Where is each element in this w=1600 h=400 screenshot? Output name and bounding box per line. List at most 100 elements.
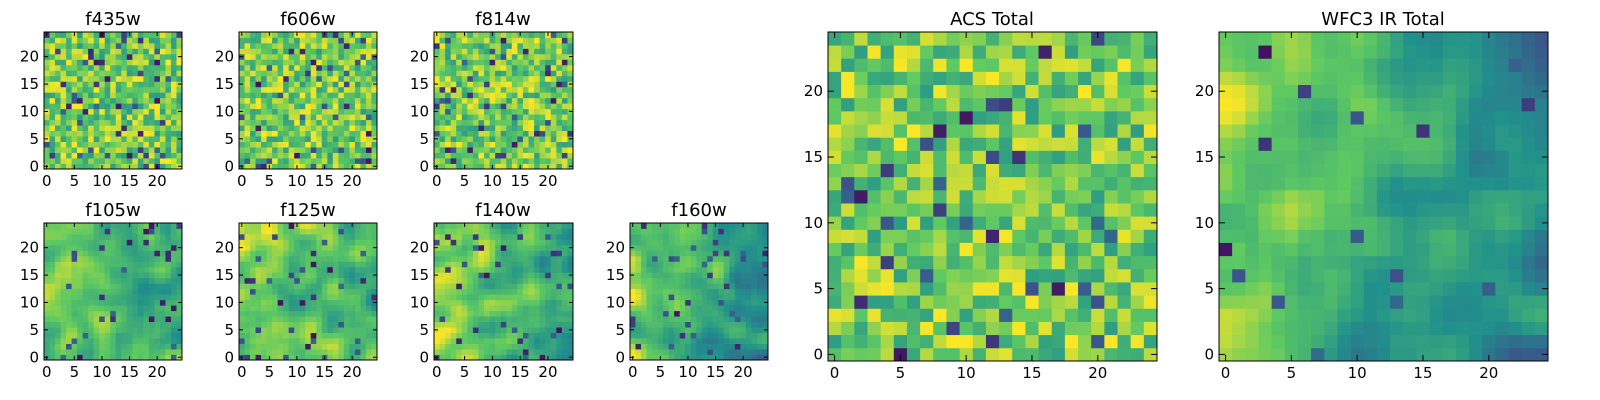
heatmap-cell [556,283,563,290]
heatmap-cell [137,299,144,306]
heatmap-cell [165,255,172,262]
heatmap-cell [349,141,356,148]
heatmap-cell [244,59,251,66]
heatmap-cell [701,233,708,240]
heatmap-cell [148,244,155,251]
heatmap-cell [461,277,468,284]
heatmap-cell [261,310,267,317]
heatmap-cell [371,250,378,257]
heatmap-cell [343,261,350,268]
heatmap-cell [550,283,557,290]
heatmap-cell [511,136,518,142]
heatmap-cell [893,216,908,230]
heatmap-cell [1012,334,1026,349]
heatmap-cell [550,233,557,240]
heatmap-cell [327,92,334,99]
heatmap-cell [534,272,541,279]
heatmap-cell [261,266,267,273]
heatmap-cell [630,343,636,350]
heatmap-cell [762,277,769,284]
heatmap-cell [71,272,78,279]
heatmap-cell [121,163,128,170]
heatmap-cell [310,163,317,170]
heatmap-cell [365,244,372,251]
heatmap-cell [751,261,758,268]
heatmap-cell [729,239,736,246]
heatmap-cell [283,42,290,49]
heatmap-cell [556,136,563,142]
heatmap-cell [176,321,183,328]
heatmap-cell [305,70,312,77]
heatmap-cell [663,327,670,333]
heatmap-cell [327,70,334,77]
heatmap-cell [266,255,273,262]
heatmap-cell [244,42,251,49]
heatmap-cell [701,228,708,235]
heatmap-cell [121,130,128,137]
heatmap-cell [461,321,468,328]
heatmap-cell [707,255,714,262]
heatmap-cell [1038,321,1053,336]
heatmap-cell [354,316,361,323]
heatmap-cell [674,305,681,312]
heatmap-cell [556,75,563,82]
heatmap-cell [60,261,67,268]
heatmap-cell [332,92,339,99]
heatmap-cell [354,305,361,312]
heatmap-cell [60,277,67,284]
heatmap-cell [148,305,155,312]
heatmap-cell [154,130,161,137]
heatmap-cell [478,294,485,301]
heatmap-cell [561,316,568,323]
heatmap-cell [550,75,557,82]
heatmap-cell [88,92,95,99]
heatmap-cell [71,119,78,126]
heatmap-cell [360,310,367,317]
heatmap-cell [132,250,139,257]
heatmap-cell [294,37,301,44]
heatmap-cell [250,125,256,132]
heatmap-cell [946,347,960,362]
heatmap-cell [104,272,111,279]
heatmap-cell [360,261,367,268]
heatmap-cell [500,103,507,110]
heatmap-cell [534,141,541,148]
heatmap-cell [567,250,574,257]
heatmap-cell [321,42,328,49]
heatmap-cell [1025,255,1039,270]
heatmap-cell [456,223,463,229]
heatmap-cell [88,103,95,110]
heatmap-cell [93,272,100,279]
heatmap-cell [121,261,128,268]
heatmap-cell [338,75,345,82]
heatmap-cell [439,255,446,262]
heatmap-cell [49,255,56,262]
heatmap-cell [148,223,155,229]
heatmap-cell [467,272,474,279]
heatmap-cell [561,158,568,164]
heatmap-cell [550,97,557,104]
x-tick-label: 20 [148,172,167,190]
heatmap-cell [511,97,518,104]
heatmap-cell [82,332,89,339]
heatmap-cell [450,266,457,273]
heatmap-cell [82,239,89,246]
heatmap-cell [461,136,468,142]
heatmap-cell [630,321,636,328]
heatmap-cell [652,223,658,229]
heatmap-cell [690,244,697,251]
heatmap-cell [489,349,496,355]
heatmap-cell [115,343,122,350]
heatmap-cell [707,321,714,328]
y-tick-label: 20 [606,239,625,257]
heatmap-cell [165,299,172,306]
heatmap-cell [316,338,323,344]
heatmap-cell [44,228,50,235]
heatmap-cell [93,163,100,170]
heatmap-cell [685,288,692,295]
heatmap-cell [77,130,84,137]
heatmap-cell [66,272,72,279]
heatmap-cell [327,75,334,82]
heatmap-cell [266,141,273,148]
